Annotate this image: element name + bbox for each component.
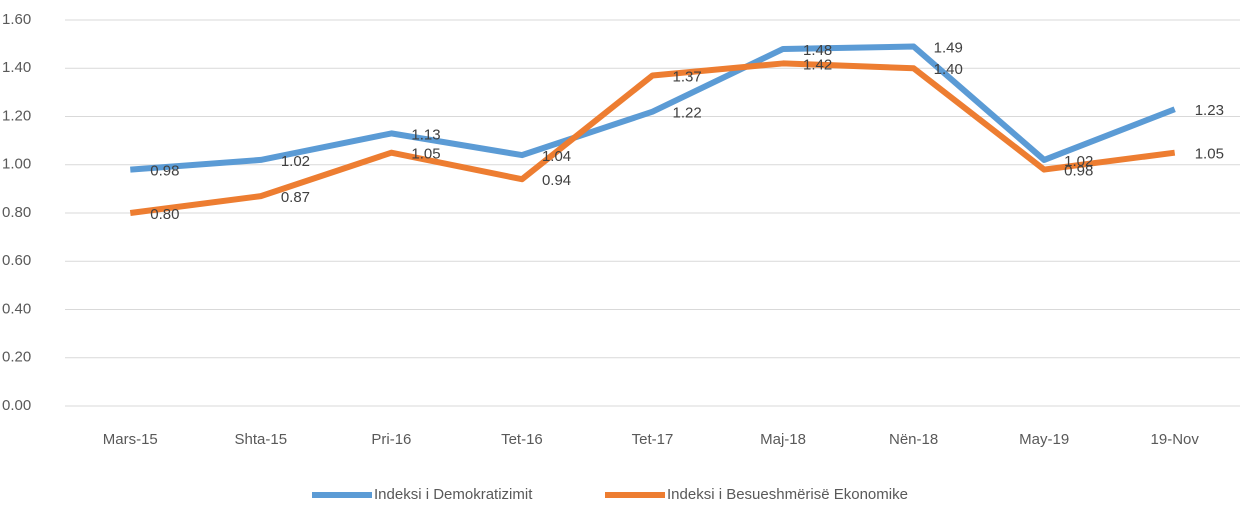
data-label: 0.98: [150, 163, 179, 180]
data-label: 1.42: [803, 56, 832, 73]
data-label: 1.40: [934, 61, 963, 78]
y-tick-label: 0.60: [2, 252, 31, 269]
y-tick-label: 0.20: [2, 349, 31, 366]
y-tick-label: 1.40: [2, 59, 31, 76]
series-line: [130, 43, 1176, 173]
data-label: 1.05: [1195, 146, 1224, 163]
data-label: 1.48: [803, 42, 832, 59]
x-tick-label: 19-Nov: [1151, 431, 1200, 448]
data-label: 1.05: [411, 146, 440, 163]
x-tick-label: Mars-15: [103, 431, 158, 448]
x-tick-label: Nën-18: [889, 431, 938, 448]
y-tick-label: 0.80: [2, 204, 31, 221]
data-label: 0.80: [150, 206, 179, 223]
y-tick-label: 0.40: [2, 300, 31, 317]
data-label: 1.02: [281, 153, 310, 170]
data-label: 1.13: [411, 126, 440, 143]
x-tick-label: Tet-17: [632, 431, 674, 448]
data-label: 0.98: [1064, 163, 1093, 180]
data-label: 1.22: [673, 105, 702, 122]
y-tick-label: 1.20: [2, 107, 31, 124]
series-line: [129, 60, 1176, 216]
x-tick-label: Tet-16: [501, 431, 543, 448]
data-label: 1.37: [673, 68, 702, 85]
x-tick-label: Pri-16: [371, 431, 411, 448]
legend-label: Indeksi i Demokratizimit: [374, 486, 533, 503]
legend-label: Indeksi i Besueshmërisë Ekonomike: [667, 486, 908, 503]
data-label: 0.87: [281, 189, 310, 206]
y-tick-label: 1.00: [2, 156, 31, 173]
data-label: 1.49: [934, 40, 963, 57]
y-tick-label: 1.60: [2, 11, 31, 28]
x-tick-label: Maj-18: [760, 431, 806, 448]
data-label: 1.02: [1064, 153, 1093, 170]
data-label: 1.04: [542, 148, 571, 165]
data-label: 1.23: [1195, 102, 1224, 119]
x-tick-label: May-19: [1019, 431, 1069, 448]
y-tick-label: 0.00: [2, 397, 31, 414]
x-tick-label: Shta-15: [235, 431, 288, 448]
data-label: 0.94: [542, 172, 571, 189]
